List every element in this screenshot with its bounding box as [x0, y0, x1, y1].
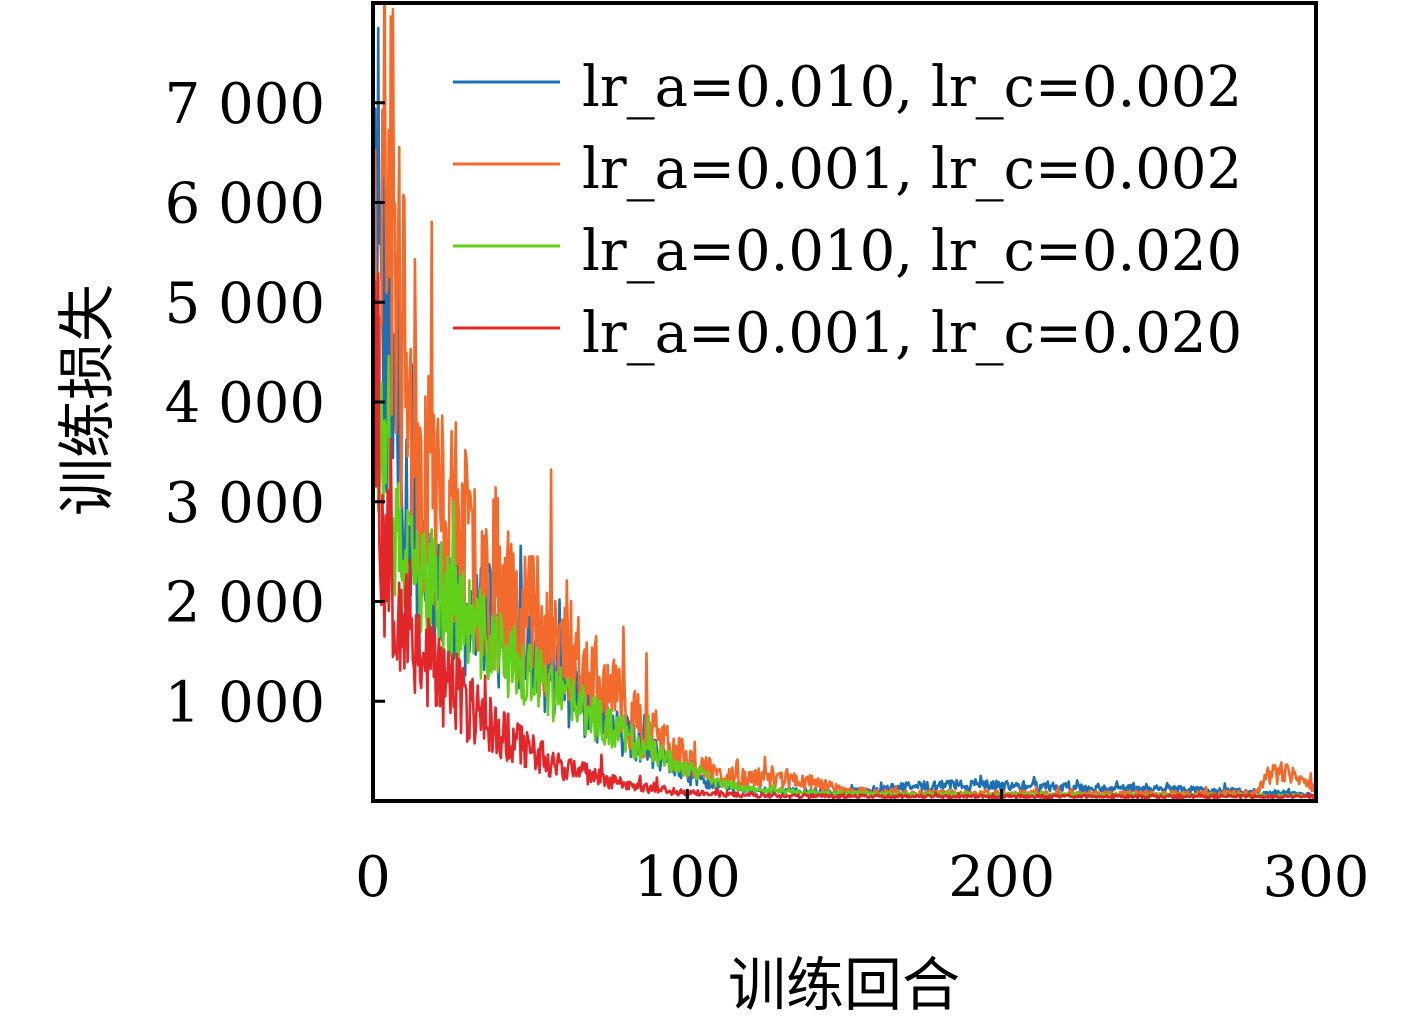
- x-axis-title: 训练回合: [728, 951, 960, 1017]
- y-tick-label: 1 000: [165, 670, 325, 735]
- y-tick-label: 3 000: [165, 471, 325, 536]
- y-axis-title: 训练损失: [53, 284, 121, 516]
- legend-label: lr_a=0.001, lr_c=0.020: [582, 301, 1242, 366]
- y-tick-label: 5 000: [165, 271, 325, 336]
- series-line: [373, 272, 1316, 800]
- x-tick-label: 300: [1263, 845, 1370, 910]
- x-tick-label: 200: [948, 845, 1055, 910]
- y-tick-label: 6 000: [165, 172, 325, 237]
- legend: lr_a=0.010, lr_c=0.002 lr_a=0.001, lr_c=0…: [453, 55, 1242, 366]
- y-tick-label: 2 000: [165, 571, 325, 636]
- y-tick-label: 7 000: [165, 72, 325, 137]
- y-axis: 1 000 2 000 3 000 4 000 5 000 6 000 7 000: [165, 72, 385, 735]
- y-tick-label: 4 000: [165, 371, 325, 436]
- legend-label: lr_a=0.010, lr_c=0.002: [582, 55, 1242, 120]
- x-axis: 0 100 200 300: [355, 789, 1369, 910]
- x-tick-label: 100: [634, 845, 741, 910]
- legend-label: lr_a=0.001, lr_c=0.002: [582, 137, 1242, 202]
- series-layer: [373, 3, 1316, 800]
- legend-label: lr_a=0.010, lr_c=0.020: [582, 219, 1242, 284]
- x-tick-label: 0: [355, 845, 391, 910]
